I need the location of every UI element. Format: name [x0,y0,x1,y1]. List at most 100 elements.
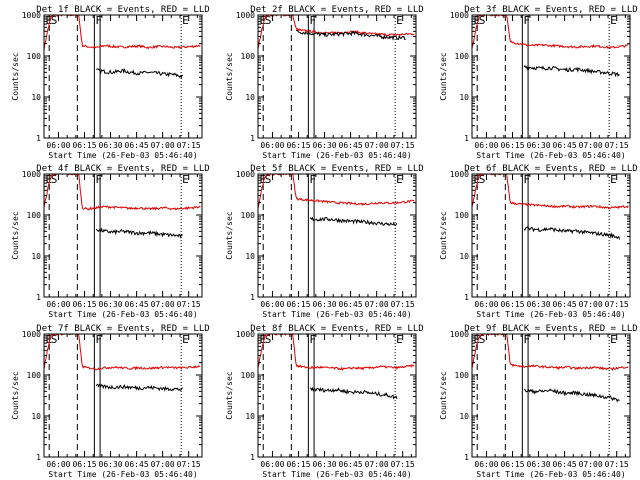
panel-title: Det 4f BLACK = Events, RED = LLD [36,164,209,174]
x-tick-label: 06:30 [313,300,337,309]
y-tick-label: 10 [459,252,469,261]
y-axis-label: Counts/sec [11,211,20,259]
marker-label: F [523,14,530,27]
y-tick-label: 1 [464,134,469,143]
y-tick-label: 1000 [236,330,255,339]
marker-label: S [265,333,272,346]
lld-series-line [472,174,629,210]
y-tick-label: 100 [241,52,256,61]
y-tick-label: 1 [36,453,41,462]
x-axis-label: Start Time (26-Feb-03 05:46:40) [476,310,625,319]
y-tick-label: 1000 [22,170,41,179]
x-tick-label: 07:15 [605,141,629,150]
events-series-line [309,386,398,400]
x-tick-label: 06:00 [46,141,70,150]
marker-label: E [396,333,403,346]
x-tick-label: 06:00 [474,300,498,309]
marker-label: F [309,333,316,346]
events-series-line [309,216,398,227]
y-tick-label: 1000 [236,11,255,20]
x-axis-label: Start Time (26-Feb-03 05:46:40) [48,310,197,319]
x-tick-label: 07:00 [151,141,175,150]
events-series-line [95,383,183,392]
y-tick-label: 100 [27,371,42,380]
y-tick-label: 1 [250,293,255,302]
x-tick-label: 06:15 [286,300,310,309]
x-tick-label: 06:45 [553,300,577,309]
x-tick-label: 06:45 [553,460,577,469]
x-tick-label: 06:00 [260,300,284,309]
x-tick-label: 07:00 [579,300,603,309]
plot-frame [43,173,203,298]
marker-label: S [51,173,58,186]
panel-title: Det 6f BLACK = Events, RED = LLD [464,164,637,174]
x-tick-label: 07:15 [391,460,415,469]
panel-title: Det 5f BLACK = Events, RED = LLD [250,164,423,174]
x-tick-label: 07:00 [151,300,175,309]
y-tick-label: 100 [27,211,42,220]
y-tick-label: 100 [241,211,256,220]
marker-label: S [51,333,58,346]
x-tick-label: 07:00 [365,460,389,469]
x-axis-label: Start Time (26-Feb-03 05:46:40) [48,151,197,160]
x-tick-label: 07:00 [579,141,603,150]
y-axis-label: Counts/sec [11,371,20,419]
lld-series-line [258,334,415,371]
marker-label: F [309,14,316,27]
y-axis-label: Counts/sec [225,52,234,100]
x-tick-label: 07:15 [605,300,629,309]
plot-frame [257,173,417,298]
y-tick-label: 100 [27,52,42,61]
y-tick-label: 1000 [450,170,469,179]
x-tick-label: 06:30 [527,460,551,469]
lld-series-line [258,15,415,50]
x-tick-label: 06:00 [46,300,70,309]
x-axis-label: Start Time (26-Feb-03 05:46:40) [262,151,411,160]
events-series-line [95,227,184,239]
panel-title: Det 2f BLACK = Events, RED = LLD [250,5,423,15]
x-tick-label: 06:45 [339,141,363,150]
panel-title: Det 1f BLACK = Events, RED = LLD [36,5,209,15]
plot-frame [257,333,417,458]
marker-label: F [95,333,102,346]
marker-label: E [610,173,617,186]
x-tick-label: 06:45 [125,141,149,150]
x-tick-label: 06:30 [313,141,337,150]
x-tick-label: 06:30 [99,460,123,469]
x-tick-label: 06:30 [313,460,337,469]
x-tick-label: 07:15 [605,460,629,469]
detector-panel: Det 2f BLACK = Events, RED = LLDESFE1101… [225,5,424,160]
x-tick-label: 06:15 [500,141,524,150]
y-tick-label: 100 [241,371,256,380]
x-tick-label: 07:15 [177,300,201,309]
x-tick-label: 06:30 [527,141,551,150]
x-tick-label: 06:15 [72,300,96,309]
x-tick-label: 07:00 [151,460,175,469]
y-tick-label: 1 [250,453,255,462]
y-tick-label: 1 [36,134,41,143]
y-axis-label: Counts/sec [439,52,448,100]
y-tick-label: 10 [459,412,469,421]
y-tick-label: 1 [36,293,41,302]
x-axis-label: Start Time (26-Feb-03 05:46:40) [476,151,625,160]
x-axis-label: Start Time (26-Feb-03 05:46:40) [262,310,411,319]
y-axis-label: Counts/sec [225,371,234,419]
detector-panel: Det 9f BLACK = Events, RED = LLDESFE1101… [439,324,638,479]
lld-series-line [258,174,415,209]
x-tick-label: 06:30 [99,141,123,150]
detector-panel: Det 3f BLACK = Events, RED = LLDESFE1101… [439,5,638,160]
x-tick-label: 07:15 [177,460,201,469]
panel-title: Det 9f BLACK = Events, RED = LLD [464,324,637,334]
x-axis-label: Start Time (26-Feb-03 05:46:40) [262,470,411,479]
detector-panel: Det 1f BLACK = Events, RED = LLDESFE1101… [11,5,210,160]
x-tick-label: 06:00 [260,141,284,150]
y-tick-label: 10 [245,93,255,102]
x-tick-label: 07:15 [391,141,415,150]
x-axis-label: Start Time (26-Feb-03 05:46:40) [48,470,197,479]
y-tick-label: 10 [245,252,255,261]
y-tick-label: 1 [250,134,255,143]
detector-panel: Det 4f BLACK = Events, RED = LLDESFE1101… [11,164,210,319]
marker-label: S [265,14,272,27]
events-series-line [523,226,621,240]
